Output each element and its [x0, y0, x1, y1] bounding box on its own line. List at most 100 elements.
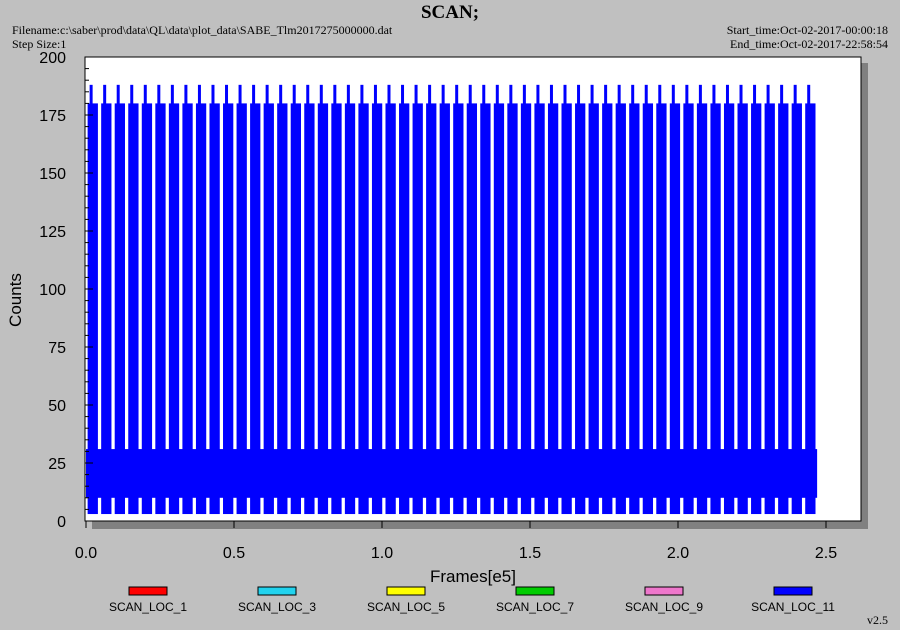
- scan-sweep: [195, 103, 207, 515]
- scan-spike: [807, 84, 811, 105]
- scan-spike: [238, 84, 242, 105]
- scan-sweep: [141, 103, 153, 515]
- scan-sweep: [182, 103, 193, 515]
- x-tick-label: 0.0: [75, 545, 97, 562]
- scan-spike: [455, 84, 459, 105]
- scan-spike: [631, 84, 635, 105]
- scan-sweep: [507, 103, 518, 515]
- scan-spike: [590, 84, 594, 105]
- scan-spike: [780, 84, 784, 105]
- step-size-label: Step Size:1: [12, 37, 67, 51]
- x-tick-label: 2.5: [815, 545, 837, 562]
- scan-sweep: [575, 103, 586, 515]
- scan-sweep: [493, 103, 505, 515]
- scan-sweep: [520, 103, 532, 515]
- baseline-band: [86, 449, 818, 498]
- scan-sweep: [101, 103, 112, 515]
- scan-sweep: [737, 103, 748, 515]
- legend-label: SCAN_LOC_11: [751, 600, 835, 614]
- scan-sweep: [223, 103, 234, 515]
- scan-sweep: [480, 103, 491, 515]
- scan-spike: [306, 84, 310, 105]
- scan-sweep: [263, 103, 274, 515]
- scan-sweep: [629, 103, 640, 515]
- scan-sweep: [87, 103, 98, 515]
- scan-spike: [509, 84, 513, 105]
- scan-spike: [604, 84, 608, 105]
- scan-spike: [279, 84, 283, 105]
- x-tick-label: 1.5: [519, 545, 541, 562]
- scan-sweep: [358, 103, 369, 515]
- scan-spike: [495, 84, 499, 105]
- scan-sweep: [304, 103, 315, 515]
- y-axis-label: Counts: [6, 273, 25, 327]
- scan-spike: [225, 84, 229, 105]
- legend-label: SCAN_LOC_1: [109, 600, 187, 614]
- scan-sweep: [412, 103, 423, 515]
- y-tick-label: 0: [57, 514, 66, 531]
- legend-swatch: [128, 586, 168, 596]
- scan-sweep: [466, 103, 478, 515]
- scan-spike: [522, 84, 526, 105]
- x-tick-label: 0.5: [223, 545, 245, 562]
- y-tick-label: 150: [39, 166, 66, 183]
- scan-spike: [103, 84, 107, 105]
- scan-spike: [549, 84, 553, 105]
- scan-spike: [292, 84, 296, 105]
- scan-sweep: [561, 103, 572, 515]
- scan-sweep: [669, 103, 681, 515]
- x-axis-label: Frames[e5]: [430, 567, 516, 586]
- scan-sweep: [615, 103, 626, 515]
- scan-sweep: [277, 103, 288, 515]
- legend-swatch: [644, 586, 684, 596]
- scan-sweep: [683, 103, 694, 515]
- scan-sweep: [723, 103, 735, 515]
- scan-spike: [373, 84, 377, 105]
- y-tick-label: 200: [39, 50, 66, 67]
- scan-spike: [739, 84, 743, 105]
- scan-spike: [536, 84, 540, 105]
- scan-spike: [725, 84, 729, 105]
- scan-sweep: [331, 103, 342, 515]
- scan-spike: [319, 84, 323, 105]
- y-tick-label: 50: [48, 398, 66, 415]
- scan-sweep: [602, 103, 613, 515]
- scan-spike: [698, 84, 702, 105]
- scan-spike: [360, 84, 364, 105]
- x-tick-label: 2.0: [667, 545, 689, 562]
- scan-sweep: [155, 103, 166, 515]
- x-tick-label: 1.0: [371, 545, 393, 562]
- scan-spike: [116, 84, 120, 105]
- scan-sweep: [317, 103, 329, 515]
- start-time-label: Start_time:Oct-02-2017-00:00:18: [726, 23, 888, 37]
- scan-spike: [197, 84, 201, 105]
- legend-swatch: [257, 586, 297, 596]
- series-layer: [86, 84, 818, 515]
- scan-spike: [333, 84, 337, 105]
- scan-spike: [170, 84, 174, 105]
- scan-sweep: [344, 103, 356, 515]
- scan-sweep: [791, 103, 802, 515]
- scan-spike: [414, 84, 418, 105]
- legend-swatch: [773, 586, 813, 596]
- scan-spike: [793, 84, 797, 105]
- scan-sweep: [290, 103, 302, 515]
- scan-spike: [157, 84, 161, 105]
- scan-spike: [252, 84, 256, 105]
- scan-sweep: [656, 103, 667, 515]
- legend-swatch: [515, 586, 555, 596]
- scan-sweep: [751, 103, 762, 515]
- scan-sweep: [778, 103, 789, 515]
- end-time-label: End_time:Oct-02-2017-22:58:54: [730, 37, 888, 51]
- scan-spike: [401, 84, 405, 105]
- scan-spike: [482, 84, 486, 105]
- scan-spike: [184, 84, 188, 105]
- axis-layer: 0 25 50 75 100 125 150 175 200 0.0 0.5 1.0 1.5 2.0 2.5: [39, 50, 837, 562]
- scan-sweep: [385, 103, 396, 515]
- scan-spike: [671, 84, 675, 105]
- scan-spike: [766, 84, 770, 105]
- scan-sweep: [209, 103, 220, 515]
- scan-sweep: [588, 103, 599, 515]
- scan-spike: [89, 84, 93, 105]
